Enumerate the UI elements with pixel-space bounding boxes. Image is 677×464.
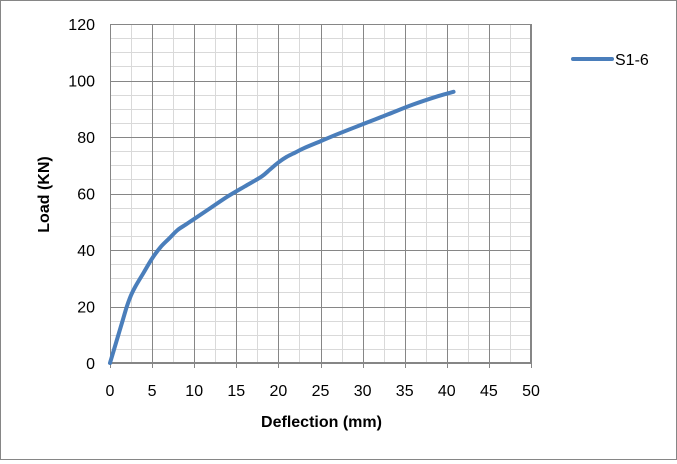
x-tick-label: 5	[148, 383, 157, 400]
x-tick-label: 40	[438, 383, 456, 400]
x-tick-label: 0	[106, 383, 115, 400]
y-tick-label: 100	[68, 74, 95, 91]
x-tick-label: 25	[312, 383, 330, 400]
legend-label-s1-6: S1-6	[615, 52, 649, 69]
x-axis-title: Deflection (mm)	[261, 414, 382, 431]
x-tick-label: 10	[185, 383, 203, 400]
x-tick-label: 20	[270, 383, 288, 400]
plot-area	[110, 24, 532, 368]
y-tick-label: 40	[77, 243, 95, 260]
y-axis-title: Load (KN)	[36, 156, 53, 232]
x-tick-label: 15	[227, 383, 245, 400]
x-tick-label: 45	[480, 383, 498, 400]
x-tick-label: 50	[522, 383, 540, 400]
y-tick-label: 20	[77, 300, 95, 317]
x-tick-label: 35	[396, 383, 414, 400]
legend: S1-6	[573, 52, 649, 69]
y-axis-tick-labels: 0 20 40 60 80 100 120	[68, 17, 95, 373]
y-tick-label: 60	[77, 187, 95, 204]
y-tick-label: 0	[86, 356, 95, 373]
x-axis-tick-labels: 0 5 10 15 20 25 30 35 40 45 50	[106, 383, 540, 400]
y-tick-label: 80	[77, 130, 95, 147]
x-tick-label: 30	[354, 383, 372, 400]
y-tick-label: 120	[68, 17, 95, 34]
